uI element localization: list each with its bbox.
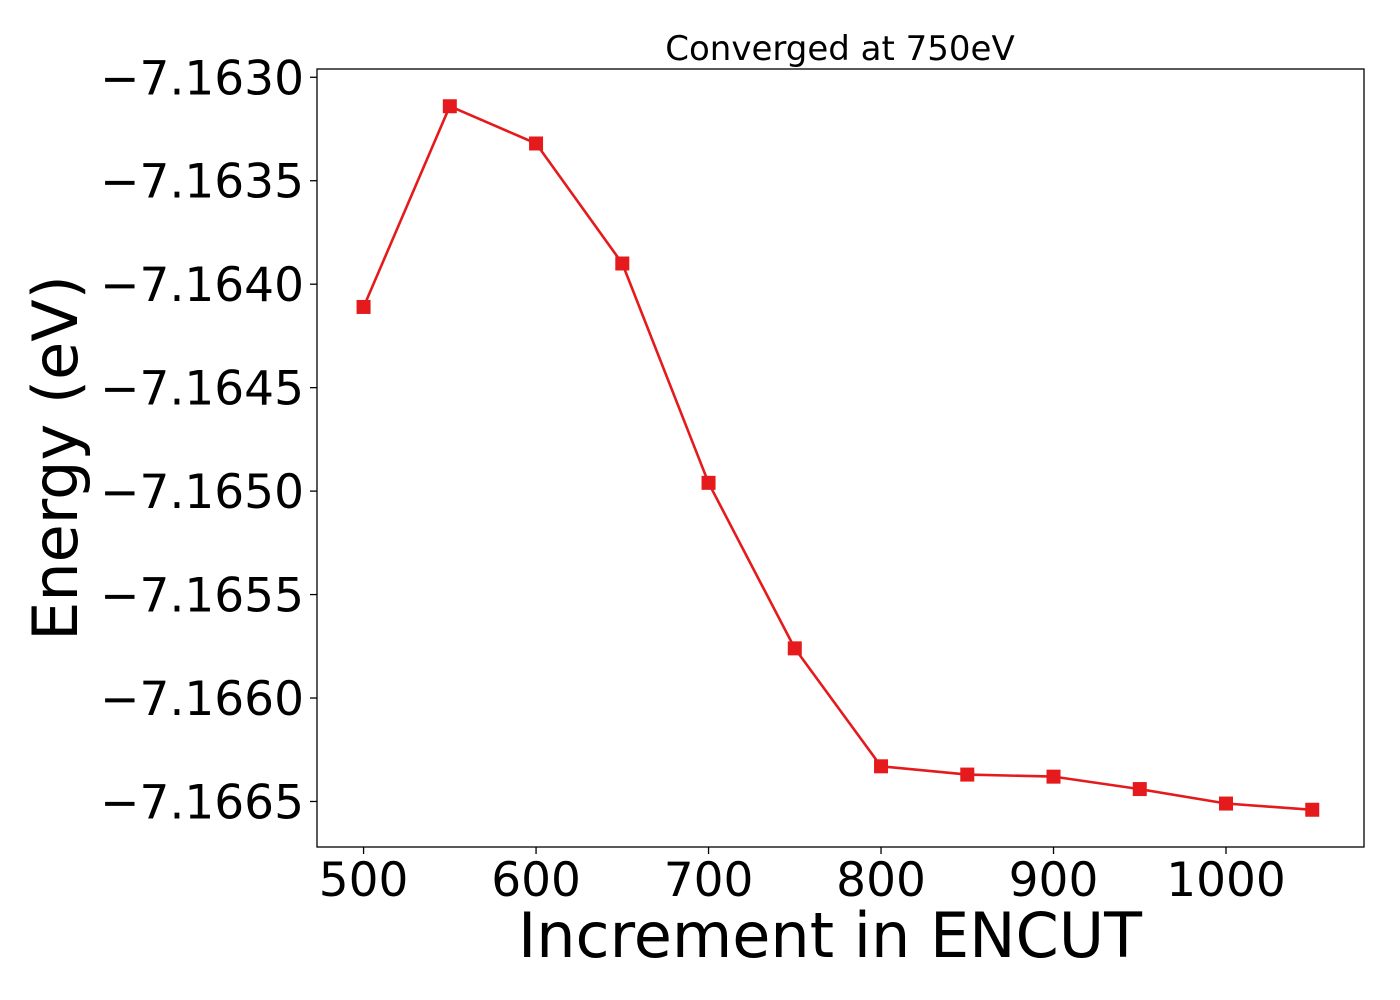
- data-point-marker: [960, 767, 975, 782]
- data-point-marker: [356, 299, 371, 314]
- x-tick-label: 1000: [1166, 853, 1286, 908]
- y-tick-label: −7.1650: [100, 465, 304, 520]
- x-tick-label: 900: [1009, 853, 1099, 908]
- y-tick-label: −7.1640: [100, 258, 304, 313]
- data-point-marker: [442, 99, 457, 114]
- x-tick-label: 500: [319, 853, 409, 908]
- data-point-marker: [874, 759, 889, 774]
- plot-frame: [316, 68, 1365, 848]
- y-tick-label: −7.1635: [100, 155, 304, 210]
- y-tick-label: −7.1630: [100, 51, 304, 106]
- x-tick-label: 800: [836, 853, 926, 908]
- plot-background: [317, 69, 1364, 847]
- y-axis-ticks: −7.1630 −7.1635 −7.1640 −7.1645 −7.1650 −7.16…: [100, 51, 317, 830]
- x-tick-label: 700: [664, 853, 754, 908]
- y-tick-label: −7.1655: [100, 569, 304, 624]
- data-point-marker: [529, 136, 544, 151]
- data-point-marker: [1219, 796, 1234, 811]
- data-point-marker: [1046, 769, 1061, 784]
- series-line: [362, 104, 1313, 812]
- chart-title: Converged at 750eV: [665, 29, 1014, 69]
- data-point-marker: [701, 475, 716, 490]
- x-axis-ticks: 500 600 700 800 900 1000: [319, 847, 1286, 908]
- x-axis-label: Increment in ENCUT: [518, 899, 1143, 972]
- y-axis-label: Energy (eV): [19, 275, 92, 641]
- y-tick-label: −7.1665: [100, 775, 304, 830]
- data-point-marker: [615, 256, 630, 271]
- data-point-marker: [1132, 782, 1147, 797]
- data-point-marker: [787, 641, 802, 656]
- series-layer: [356, 99, 1320, 817]
- y-tick-label: −7.1660: [100, 672, 304, 727]
- x-tick-label: 600: [491, 853, 581, 908]
- y-tick-label: −7.1645: [100, 362, 304, 417]
- data-point-marker: [1305, 802, 1320, 817]
